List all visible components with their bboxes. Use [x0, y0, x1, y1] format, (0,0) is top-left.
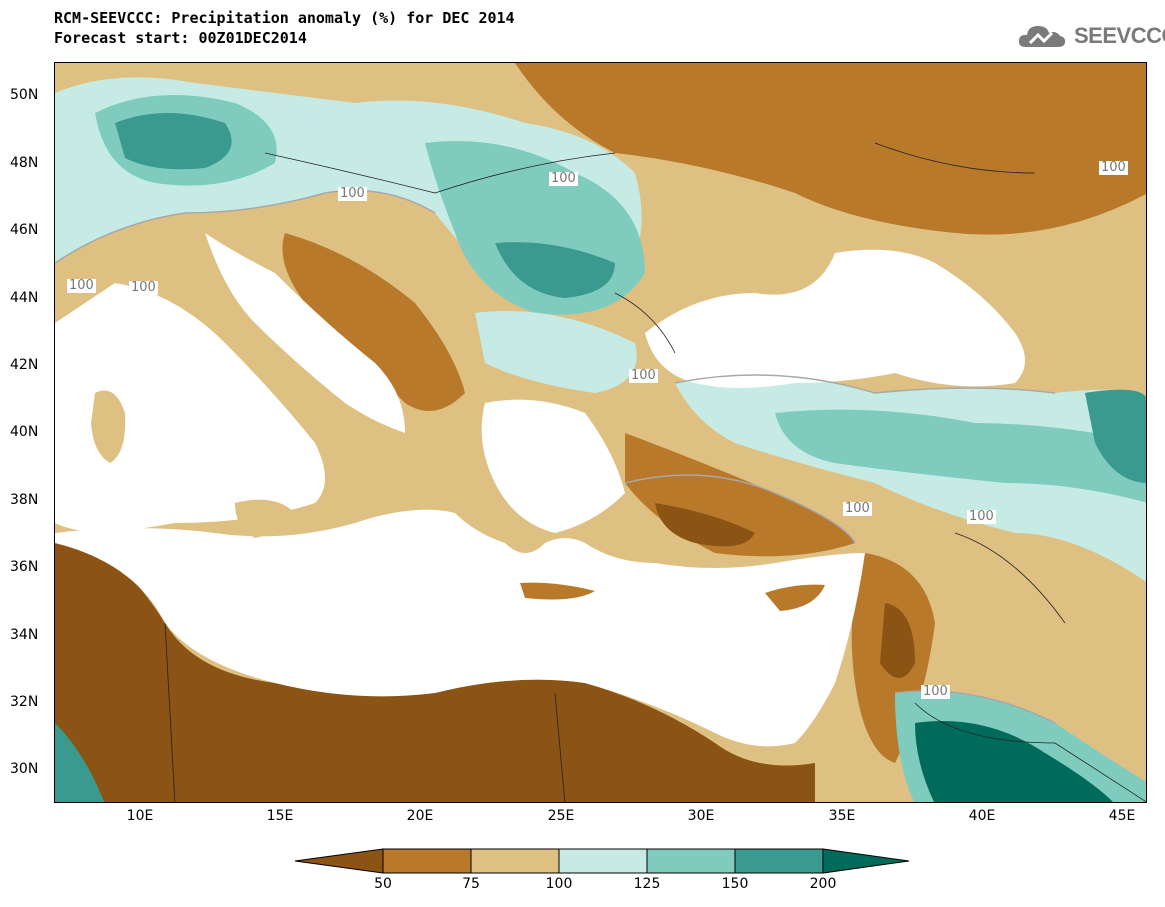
- lon-label: 25E: [547, 808, 575, 824]
- mediterranean-sea: [55, 509, 865, 747]
- lat-label: 30N: [10, 761, 39, 777]
- contour-label: 100: [67, 278, 96, 293]
- wet-region-algeria-coast: [55, 723, 105, 802]
- lat-label: 46N: [10, 222, 39, 238]
- aegean-sea: [481, 399, 625, 533]
- cloud-logo-icon: [1018, 26, 1066, 47]
- tyrrhenian-sea: [55, 283, 325, 533]
- crete: [520, 582, 595, 600]
- dry-core-anatolia: [655, 503, 755, 547]
- lat-label: 48N: [10, 155, 39, 171]
- country-borders: [164, 142, 1146, 802]
- lon-label: 35E: [828, 808, 856, 824]
- black-sea: [645, 249, 1025, 388]
- colorbar-label: 75: [462, 876, 480, 892]
- wet-core-pannonian: [495, 242, 615, 298]
- map-title: RCM-SEEVCCC: Precipitation anomaly (%) f…: [54, 8, 515, 48]
- colorbar-label: 125: [633, 876, 661, 892]
- logo-text: SEEVCCC: [1074, 23, 1165, 48]
- colorbar-segment: [558, 848, 648, 874]
- sardinia: [91, 390, 126, 463]
- precipitation-map: [55, 63, 1146, 802]
- contour-label: 100: [129, 280, 158, 295]
- title-line-1: RCM-SEEVCCC: Precipitation anomaly (%) f…: [54, 9, 515, 27]
- colorbar-segment: [646, 848, 736, 874]
- dry-region-north-africa: [55, 533, 815, 802]
- contour-label: 100: [967, 509, 996, 524]
- colorbar-segment-under: [295, 848, 384, 874]
- colorbar-label: 50: [374, 876, 392, 892]
- lon-label: 20E: [406, 808, 434, 824]
- adriatic-sea: [205, 233, 405, 433]
- contour-label: 100: [843, 501, 872, 516]
- contour-label: 100: [549, 171, 578, 186]
- cyprus: [765, 584, 825, 611]
- wet-core-alps-dark: [115, 113, 232, 170]
- lon-label: 30E: [687, 808, 715, 824]
- wet-core-sinai: [915, 721, 1113, 802]
- contour-label: 100: [921, 684, 950, 699]
- colorbar-label: 100: [545, 876, 573, 892]
- lat-label: 40N: [10, 424, 39, 440]
- wet-core-anatolia: [775, 409, 1146, 503]
- lat-label: 38N: [10, 492, 39, 508]
- dry-region-ukraine: [515, 63, 1146, 235]
- colorbar-label: 200: [809, 876, 837, 892]
- map-frame: 100 100 100 100 100 100 100 100 100: [54, 62, 1147, 803]
- colorbar: [295, 848, 910, 874]
- lat-label: 36N: [10, 559, 39, 575]
- contour-label: 100: [629, 368, 658, 383]
- sicily: [235, 499, 295, 538]
- lon-label: 15E: [266, 808, 294, 824]
- lon-label: 10E: [126, 808, 154, 824]
- lon-label: 45E: [1108, 808, 1136, 824]
- dry-region-dinaric: [282, 233, 465, 411]
- colorbar-label: 150: [721, 876, 749, 892]
- title-line-2: Forecast start: 00Z01DEC2014: [54, 29, 307, 47]
- lon-label: 40E: [968, 808, 996, 824]
- colorbar-segment-over: [822, 848, 910, 874]
- wet-extreme-caucasus: [1085, 389, 1146, 483]
- colorbar-segment: [382, 848, 472, 874]
- lat-label: 50N: [10, 87, 39, 103]
- lat-label: 42N: [10, 357, 39, 373]
- contour-lines-100: [55, 189, 1056, 724]
- lat-label: 34N: [10, 627, 39, 643]
- lat-label: 32N: [10, 694, 39, 710]
- contour-label: 100: [1099, 160, 1128, 175]
- seevccc-logo: SEEVCCC: [1016, 21, 1165, 51]
- colorbar-segment: [734, 848, 824, 874]
- contour-label: 100: [338, 186, 367, 201]
- wet-region-bulgaria: [475, 311, 637, 393]
- lat-label: 44N: [10, 290, 39, 306]
- dry-core-levant: [880, 603, 915, 678]
- colorbar-segment: [470, 848, 560, 874]
